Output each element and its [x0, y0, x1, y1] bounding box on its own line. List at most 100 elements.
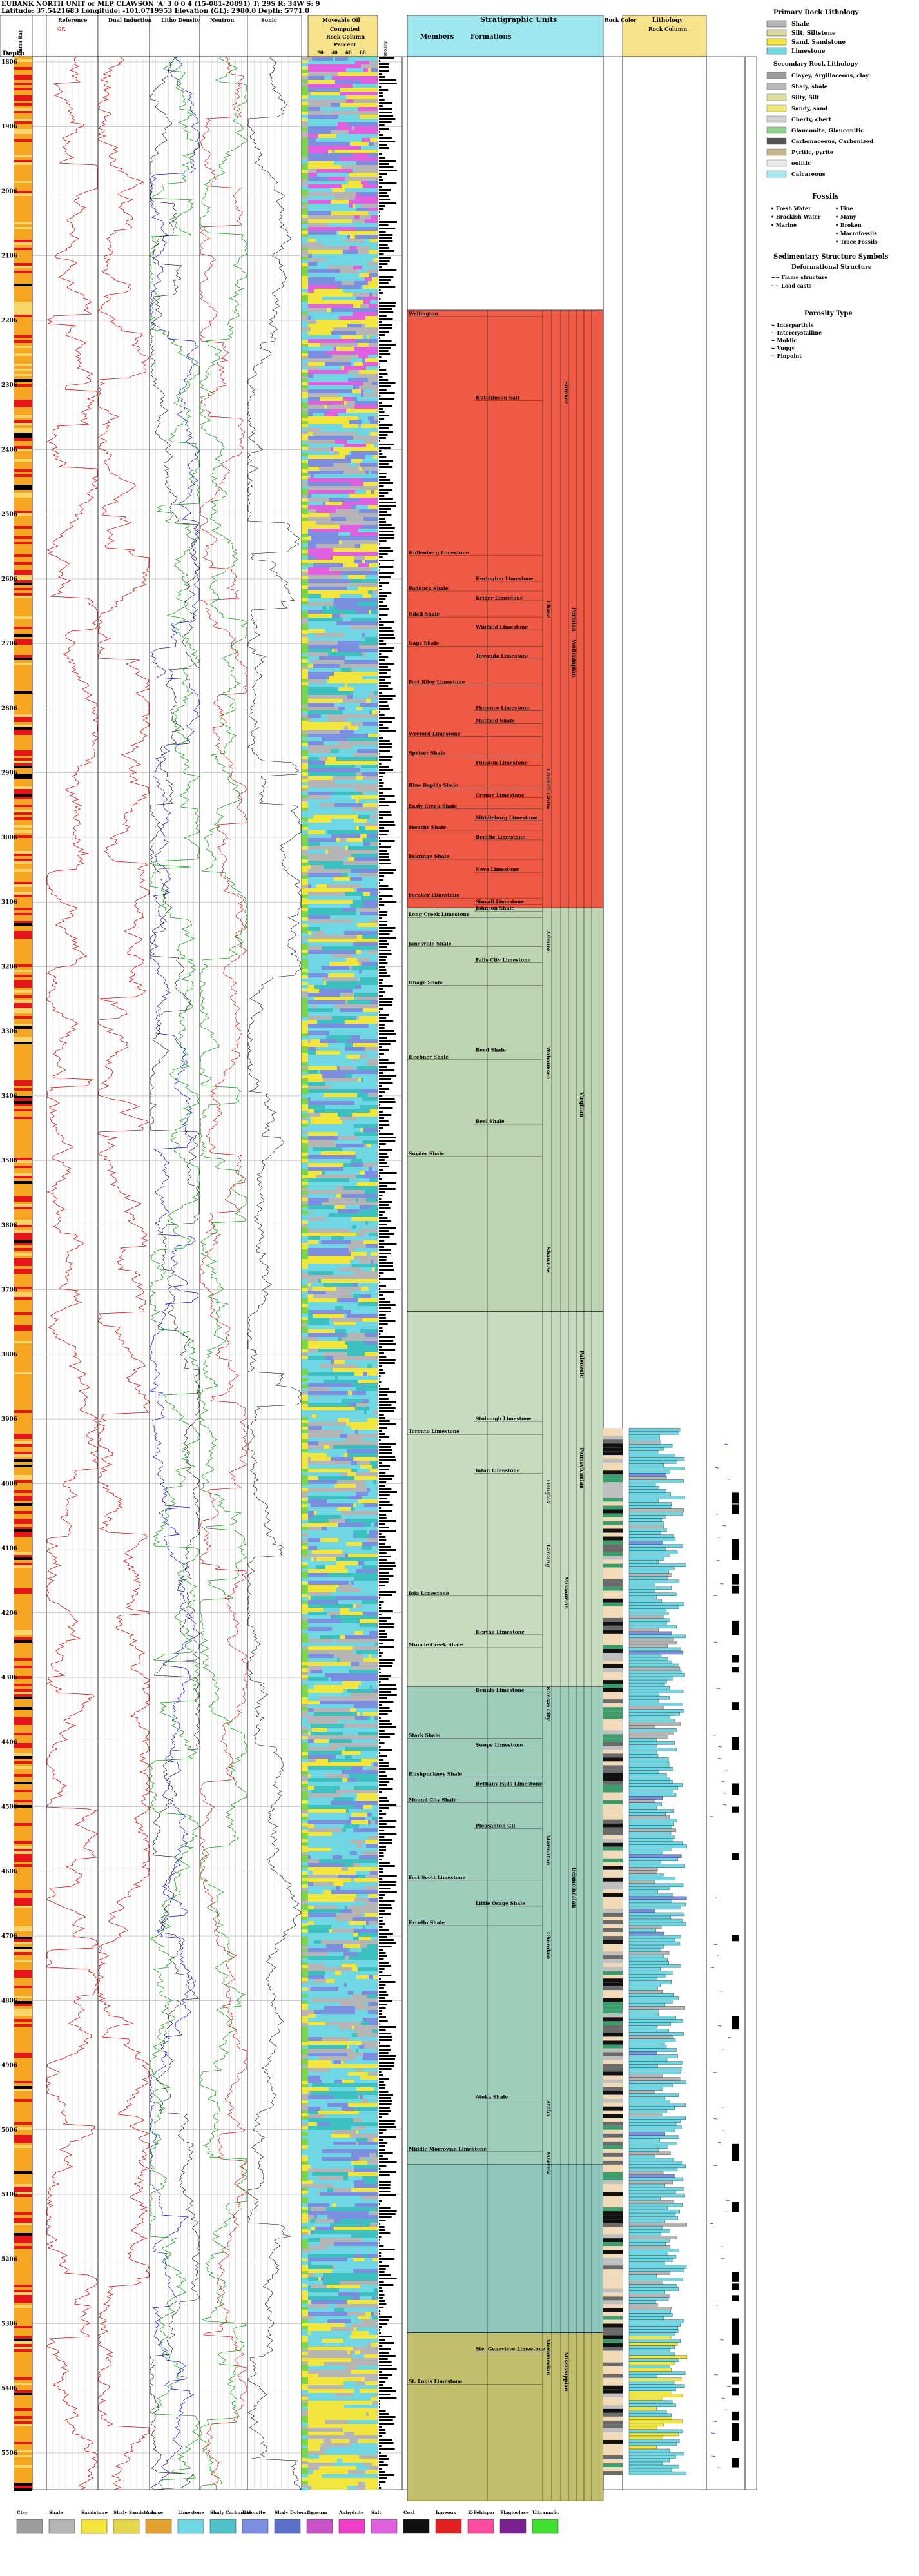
moveable-strip: [302, 373, 308, 376]
computed-rock-segment: [357, 1851, 362, 1855]
depth-label-5506: 5506: [1, 2450, 17, 2457]
depth-color-bar: [14, 1619, 32, 1622]
computed-rock-segment: [346, 68, 363, 72]
computed-rock-segment: [336, 2466, 356, 2470]
moveable-strip: [302, 1623, 308, 1626]
computed-rock-segment: [313, 1979, 326, 1983]
computed-rock-segment: [308, 1975, 324, 1979]
depth-color-bar: [14, 2197, 32, 2200]
depth-color-bar: [14, 1692, 32, 1694]
computed-rock-segment: [359, 2111, 378, 2114]
computed-rock-segment: [372, 2381, 378, 2385]
computed-rock-segment: [350, 904, 363, 908]
porosity-bar: [379, 502, 396, 503]
computed-rock-segment: [308, 2060, 331, 2064]
computed-rock-segment: [308, 989, 319, 993]
computed-rock-segment: [308, 966, 322, 970]
computed-rock-segment: [308, 1391, 348, 1395]
depth-color-bar: [14, 1385, 32, 1387]
porosity-bar: [379, 1633, 387, 1635]
moveable-strip: [302, 730, 308, 734]
porosity-bar: [379, 1527, 389, 1528]
moveable-strip: [302, 1614, 308, 1617]
computed-rock-segment: [319, 989, 353, 993]
computed-rock-segment: [368, 355, 378, 358]
porosity-bar: [379, 801, 396, 803]
computed-rock-segment: [348, 857, 354, 861]
computed-rock-segment: [340, 2099, 362, 2103]
moveable-strip: [302, 460, 308, 463]
depth-color-bar: [14, 1042, 32, 1044]
computed-rock-segment: [327, 757, 336, 761]
porosity-bar: [379, 1207, 391, 1209]
depth-color-bar: [14, 1934, 32, 1937]
porosity-bar: [379, 369, 387, 371]
computed-rock-segment: [342, 1147, 378, 1151]
porosity-bar: [379, 756, 393, 758]
computed-rock-segment: [308, 1414, 312, 1418]
porosity-bar: [379, 711, 380, 713]
computed-rock-segment: [311, 865, 324, 869]
computed-rock-segment: [308, 2424, 311, 2428]
computed-rock-segment: [317, 262, 342, 266]
computed-rock-segment: [312, 2172, 348, 2176]
depth-color-bar: [14, 799, 32, 802]
porosity-bar: [379, 1507, 382, 1509]
computed-rock-segment: [344, 1453, 347, 1457]
computed-rock-segment: [328, 1759, 358, 1762]
moveable-strip: [302, 1478, 308, 1481]
porosity-bar: [379, 1881, 397, 1883]
moveable-strip: [302, 1336, 308, 1340]
computed-rock-segment: [361, 64, 378, 68]
computed-rock-segment: [308, 161, 334, 165]
computed-rock-segment: [325, 2470, 348, 2474]
moveable-strip: [302, 2174, 308, 2178]
porosity-bar: [379, 205, 385, 207]
porosity-bar: [379, 1926, 383, 1928]
depth-color-bar: [14, 1766, 32, 1769]
moveable-strip: [302, 1517, 308, 1520]
moveable-strip: [302, 2145, 308, 2149]
computed-rock-segment: [348, 2072, 368, 2076]
computed-rock-segment: [308, 892, 345, 896]
depth-color-bar: [14, 1707, 32, 1710]
depth-color-bar: [14, 1158, 32, 1160]
computed-rock-segment: [318, 1782, 351, 1786]
computed-rock-segment: [368, 505, 378, 509]
computed-rock-segment: [347, 1345, 378, 1349]
computed-rock-segment: [316, 2447, 320, 2451]
depth-color-bar: [14, 369, 32, 371]
porosity-bar: [379, 1140, 396, 1142]
computed-rock-segment: [354, 888, 357, 892]
depth-color-bar: [14, 1325, 32, 1328]
depth-color-bar: [14, 1630, 32, 1632]
moveable-strip: [302, 1175, 308, 1178]
computed-rock-segment: [334, 347, 336, 351]
computed-rock-segment: [354, 668, 378, 672]
computed-rock-segment: [342, 1778, 347, 1782]
computed-rock-segment: [319, 1697, 331, 1701]
computed-rock-segment: [341, 1673, 378, 1677]
computed-rock-segment: [360, 1329, 378, 1333]
moveable-strip: [302, 266, 308, 269]
computed-rock-segment: [308, 2130, 333, 2134]
computed-rock-segment: [338, 641, 359, 645]
computed-rock-segment: [365, 478, 378, 482]
depth-color-bar: [14, 1771, 32, 1774]
computed-rock-segment: [359, 826, 365, 830]
porosity-bar: [379, 485, 384, 487]
computed-rock-segment: [308, 1093, 324, 1097]
computed-rock-segment: [327, 2246, 334, 2250]
computed-rock-segment: [353, 99, 378, 103]
computed-rock-segment: [308, 208, 346, 211]
depth-label-2006: 2006: [1, 188, 17, 195]
computed-rock-segment: [348, 869, 351, 873]
porosity-bar: [379, 1420, 390, 1422]
computed-rock-segment: [356, 799, 359, 803]
moveable-strip: [302, 1833, 308, 1836]
porosity-bar: [379, 1704, 382, 1706]
computed-rock-segment: [352, 2323, 378, 2327]
depth-color-bar: [14, 289, 32, 291]
depth-color-bar: [14, 1911, 32, 1913]
